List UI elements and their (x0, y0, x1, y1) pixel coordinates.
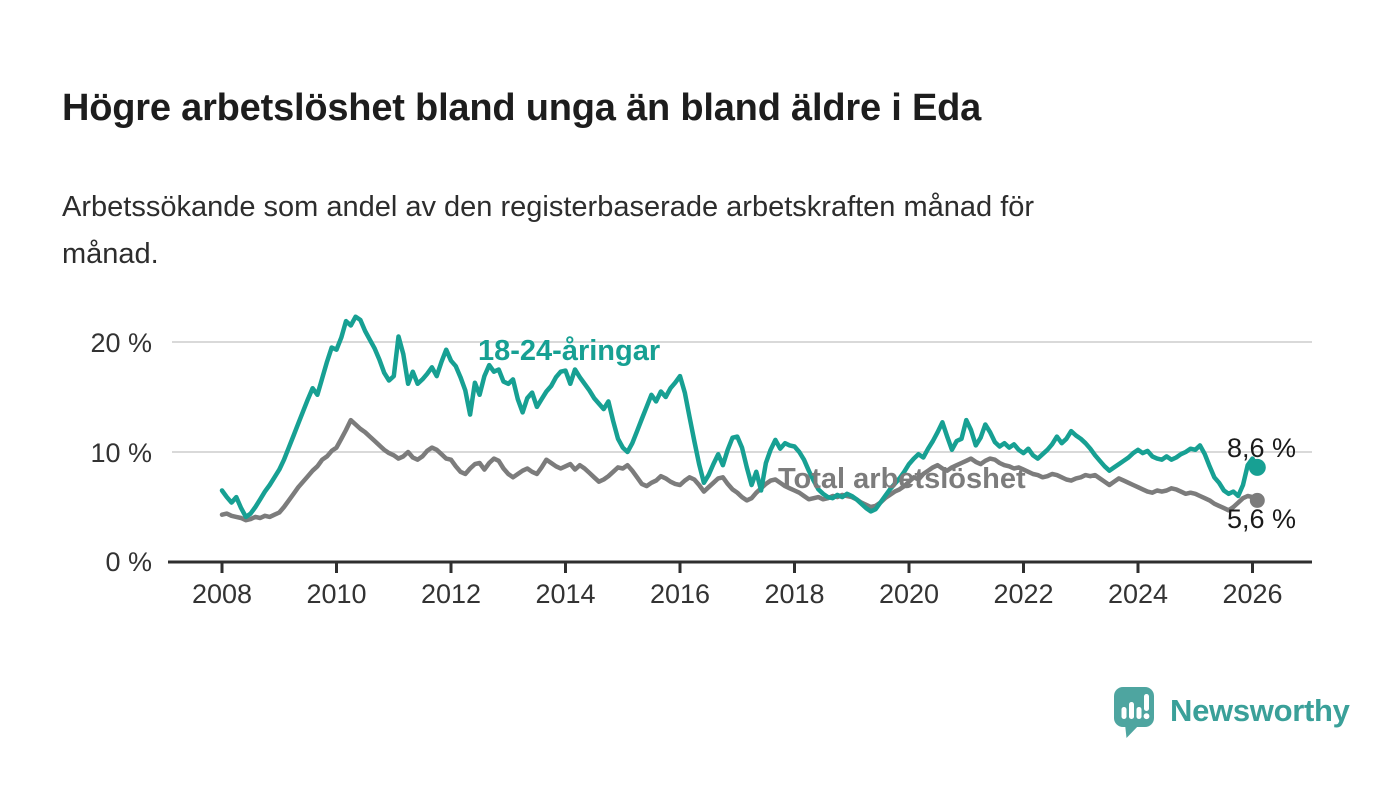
x-axis-label: 2026 (1222, 579, 1283, 609)
x-axis-label: 2024 (1107, 579, 1169, 609)
x-axis-label: 2008 (191, 579, 253, 609)
x-axis-label: 2014 (535, 579, 596, 609)
x-axis-label: 2010 (306, 579, 367, 609)
x-axis-label: 2016 (649, 579, 711, 609)
newsworthy-logo-icon (1114, 687, 1154, 738)
end-value-youth: 8,6 % (1227, 433, 1297, 463)
newsworthy-logo: Newsworthy (1112, 686, 1350, 739)
series-label-total: Total arbetslöshet (778, 463, 1026, 495)
end-value-total: 5,6 % (1227, 504, 1297, 534)
x-axis-label: 2012 (420, 579, 482, 609)
series-label-youth: 18-24-åringar (478, 335, 661, 367)
newsworthy-logo-text: Newsworthy (1170, 692, 1350, 728)
page-subtitle: Arbetssökande som andel av den registerb… (62, 191, 1035, 270)
page-title: Högre arbetslöshet bland unga än bland ä… (62, 87, 982, 130)
y-axis-label-0: 0 % (105, 547, 152, 577)
x-axis-label: 2018 (764, 579, 825, 609)
x-axis-label: 2022 (993, 579, 1054, 609)
x-axis-label: 2020 (878, 579, 940, 609)
y-axis-label-10: 10 % (90, 438, 152, 468)
y-axis-label-20: 20 % (90, 328, 152, 358)
